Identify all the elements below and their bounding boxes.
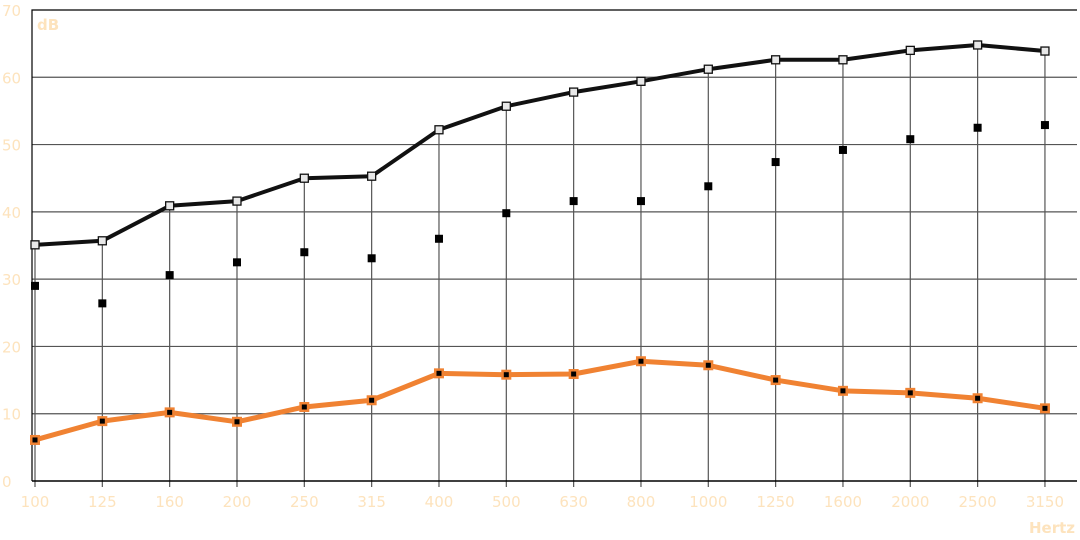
data-point-center	[436, 370, 442, 376]
y-tick-label: 20	[2, 338, 21, 356]
data-point-center	[571, 371, 577, 377]
x-tick-label: 1000	[689, 493, 727, 511]
data-point	[98, 299, 107, 308]
data-point-center	[907, 390, 913, 396]
series-line	[34, 358, 1046, 443]
x-tick-label: 2500	[959, 493, 997, 511]
x-tick-label: 160	[155, 493, 184, 511]
y-tick-label: 40	[2, 204, 21, 222]
data-point	[972, 40, 983, 50]
y-tick-label: 50	[2, 137, 21, 155]
series-0	[30, 40, 1050, 250]
x-tick-label: 2000	[891, 493, 929, 511]
data-point	[1040, 121, 1049, 130]
data-point	[434, 125, 444, 135]
data-point-center	[167, 409, 173, 415]
data-point	[569, 197, 578, 206]
x-tick-label: 800	[627, 493, 656, 511]
x-tick-label: 315	[357, 493, 386, 511]
data-point	[771, 158, 780, 167]
y-tick-label: 0	[2, 473, 12, 491]
data-point-center	[975, 395, 981, 401]
data-point	[636, 197, 645, 206]
data-point-center	[301, 404, 307, 410]
data-point	[906, 135, 915, 144]
series-2	[30, 356, 1050, 445]
x-tick-label: 100	[21, 493, 50, 511]
data-point	[232, 258, 241, 267]
data-point	[366, 171, 377, 181]
x-tick-label: 630	[559, 493, 588, 511]
data-point	[704, 182, 713, 191]
x-tick-label: 1600	[824, 493, 862, 511]
data-point	[299, 173, 309, 183]
data-point-center	[773, 377, 779, 383]
data-point	[30, 240, 40, 250]
data-point	[501, 101, 511, 111]
data-point	[703, 64, 713, 74]
y-tick-labels: 0 10 20 30 40 50 60 70	[2, 2, 21, 491]
data-point-center	[503, 372, 509, 378]
data-point-center	[638, 358, 644, 364]
data-point	[905, 45, 915, 56]
x-tick-label: 3150	[1026, 493, 1064, 511]
data-point	[838, 145, 847, 154]
x-tick-label: 400	[425, 493, 454, 511]
series-1	[31, 121, 1049, 308]
data-point	[97, 236, 107, 246]
data-point	[770, 55, 781, 65]
x-tick-label: 1250	[757, 493, 795, 511]
data-point	[1040, 46, 1050, 56]
data-point	[300, 248, 309, 257]
x-tick-label: 125	[88, 493, 117, 511]
x-tick-label: 200	[223, 493, 252, 511]
grid	[32, 76, 1077, 415]
data-point	[367, 254, 376, 263]
y-tick-label: 10	[2, 406, 21, 424]
data-point-center	[705, 362, 711, 368]
data-point	[838, 55, 848, 65]
data-point	[232, 196, 242, 206]
data-point-center	[234, 419, 240, 425]
x-tick-label: 500	[492, 493, 521, 511]
data-point	[568, 87, 579, 97]
data-point	[31, 281, 39, 290]
y-tick-label: 60	[2, 69, 21, 87]
data-point-center	[99, 418, 105, 424]
vertical-gridlines	[34, 44, 1046, 487]
data-point-center	[32, 437, 38, 443]
data-point	[434, 234, 443, 243]
data-point-center	[369, 397, 375, 403]
y-axis-label: dB	[37, 16, 59, 34]
y-tick-label: 30	[2, 271, 21, 289]
data-point	[165, 271, 174, 280]
axes	[31, 9, 1077, 482]
data-point	[165, 201, 175, 211]
series-line	[34, 42, 1046, 247]
x-tick-labels: 100 125 160 200 250 315 400 500 630 800 1000 1250 16…	[21, 493, 1064, 511]
data-point-center	[840, 388, 846, 394]
plot-frame	[31, 9, 1077, 481]
y-tick-label: 70	[2, 2, 21, 20]
data-point	[502, 209, 511, 218]
data-point	[973, 123, 982, 132]
data-point	[636, 76, 646, 86]
x-tick-label: 250	[290, 493, 319, 511]
data-point-center	[1042, 405, 1048, 411]
x-axis-label: Hertz	[1029, 519, 1075, 537]
series	[30, 40, 1050, 445]
